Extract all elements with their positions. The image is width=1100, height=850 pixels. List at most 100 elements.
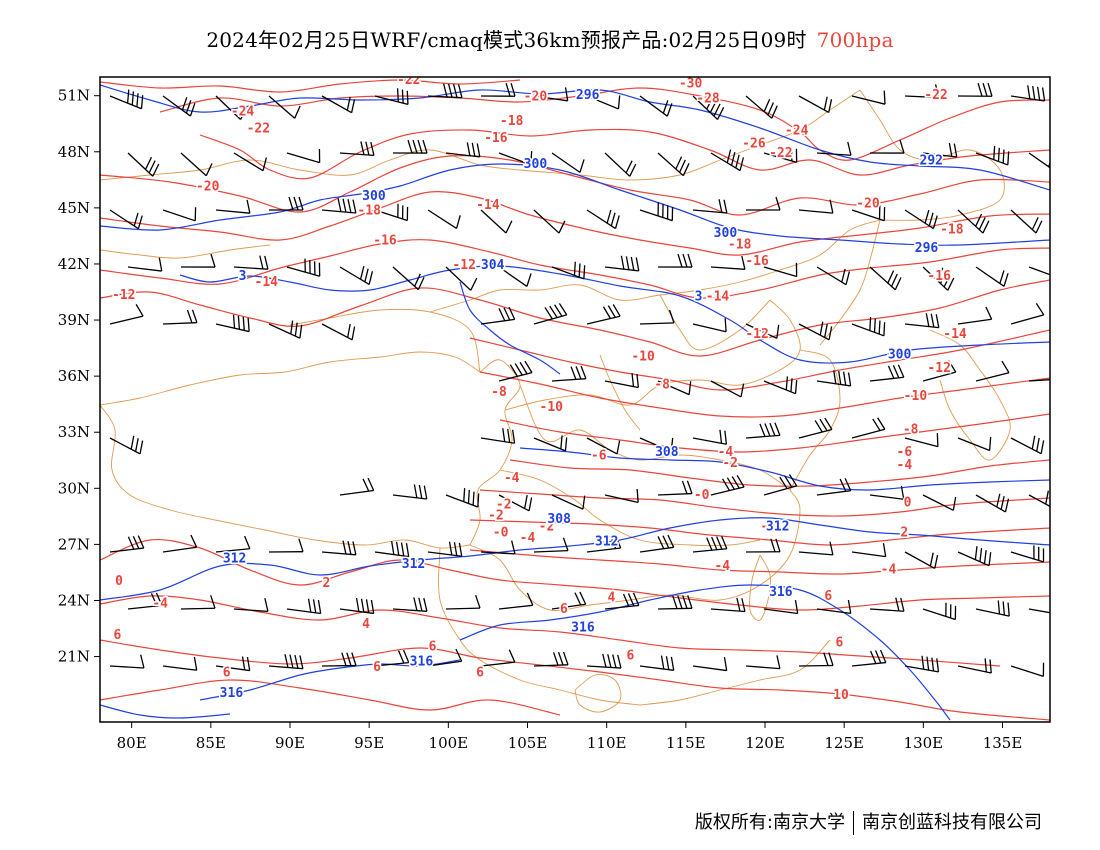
lat-tick-label: 45N <box>58 199 90 217</box>
geopotential-label: 296 <box>576 88 600 103</box>
wind-barb <box>586 535 622 553</box>
wind-barb <box>851 90 886 105</box>
boundary-line <box>100 244 271 259</box>
geopotential-label: 292 <box>920 153 943 168</box>
wind-barb <box>851 649 887 667</box>
wind-barb <box>286 148 321 164</box>
wind-barb <box>162 534 198 553</box>
wind-barb <box>1010 435 1045 455</box>
wind-barb <box>798 95 833 114</box>
wind-barb <box>427 209 461 229</box>
geopotential-label: 316 <box>571 621 595 636</box>
lon-tick-label: 95E <box>354 734 384 752</box>
temperature-label: 4 <box>362 617 370 632</box>
temperature-label: -0 <box>694 488 710 503</box>
isotherm-line <box>100 538 1050 611</box>
wind-barb <box>869 266 902 291</box>
wind-barb <box>162 207 197 222</box>
wind-barb <box>180 152 213 177</box>
wind-barb <box>816 370 852 387</box>
temperature-label: -6 <box>591 449 607 464</box>
wind-barb <box>586 95 621 110</box>
temperature-label: 4 <box>608 591 616 606</box>
temperature-label: -4 <box>504 471 520 486</box>
boundary-line <box>469 489 801 612</box>
isotherm-line <box>100 595 1001 667</box>
wind-barb <box>798 199 834 214</box>
wind-barb <box>798 417 833 439</box>
wind-barb <box>127 592 163 610</box>
wind-barb <box>1028 152 1050 174</box>
wind-barb <box>745 538 781 553</box>
geopotential-label: 312 <box>595 535 618 550</box>
wind-barb <box>109 654 145 669</box>
wind-barb <box>957 209 990 234</box>
map-plot-area: -22-24-22-20-18-16-30-28-24-26-22-22-20-… <box>100 77 1050 721</box>
wind-barb <box>551 591 587 610</box>
wind-barb <box>904 655 940 673</box>
company-name: 南京创蓝科技有限公司 <box>862 812 1042 833</box>
wind-barb <box>604 152 637 177</box>
temperature-label: 10 <box>833 688 849 703</box>
geopotential-label: 316 <box>220 686 244 701</box>
temperature-label: -22 <box>769 146 792 161</box>
isotherm-line <box>509 459 1050 487</box>
wind-barb <box>922 494 957 511</box>
temperature-label: 6 <box>373 660 381 675</box>
wind-barb <box>604 372 640 389</box>
lon-tick-label: 125E <box>824 734 864 752</box>
temperature-label: -26 <box>742 136 766 151</box>
temperature-label: -8 <box>654 378 670 393</box>
temperature-label: -18 <box>357 204 381 219</box>
wind-barb <box>1010 662 1045 677</box>
isotherm-line <box>469 519 1050 546</box>
temperature-label: -10 <box>904 389 928 404</box>
wind-barb <box>657 380 692 396</box>
temperature-label: 6 <box>824 589 832 604</box>
wind-barb <box>975 266 1009 287</box>
boundary-line <box>599 354 641 431</box>
temperature-label: -14 <box>943 327 967 342</box>
isotherm-line <box>469 549 1050 575</box>
boundary-line <box>789 349 841 491</box>
wind-barb <box>180 595 216 610</box>
temperature-label: -24 <box>785 123 809 138</box>
temperature-label: -2 <box>496 497 512 512</box>
temperature-label: 0 <box>904 495 912 510</box>
wind-barb <box>127 152 160 177</box>
lon-tick-label: 85E <box>196 734 226 752</box>
temperature-label: -4 <box>520 531 536 546</box>
wind-barb <box>763 599 799 615</box>
isotherm-line <box>479 489 1050 517</box>
wind-barb <box>268 320 303 339</box>
wind-barb <box>339 141 375 157</box>
wind-barb <box>533 87 569 102</box>
boundary-line <box>819 219 881 346</box>
wind-barb <box>975 146 1010 166</box>
wind-barb <box>710 255 746 270</box>
isotherm-line <box>100 679 561 716</box>
wind-barb <box>904 433 939 448</box>
geopotential-label: 3 <box>239 269 247 284</box>
geopotential-label: 3 <box>695 290 703 305</box>
wind-barb <box>321 540 357 556</box>
wind-barb <box>1028 378 1050 382</box>
wind-barb <box>957 82 993 97</box>
isotherm-line <box>479 371 1050 418</box>
wind-barb <box>816 478 852 496</box>
lon-tick-label: 130E <box>904 734 944 752</box>
wind-barb <box>692 95 725 120</box>
lat-tick-label: 48N <box>58 143 90 161</box>
wind-barb <box>816 141 852 156</box>
wind-barb <box>657 253 693 268</box>
wind-barb <box>268 95 301 119</box>
boundary-line <box>438 547 641 706</box>
geopotential-label: 304 <box>481 258 505 273</box>
boundary-line <box>499 469 761 547</box>
wind-barb <box>604 255 640 272</box>
wind-barb <box>692 429 728 445</box>
wind-barb <box>374 88 409 106</box>
boundary-line <box>574 674 622 713</box>
lon-tick-label: 115E <box>666 734 706 752</box>
wind-barb <box>551 365 587 382</box>
